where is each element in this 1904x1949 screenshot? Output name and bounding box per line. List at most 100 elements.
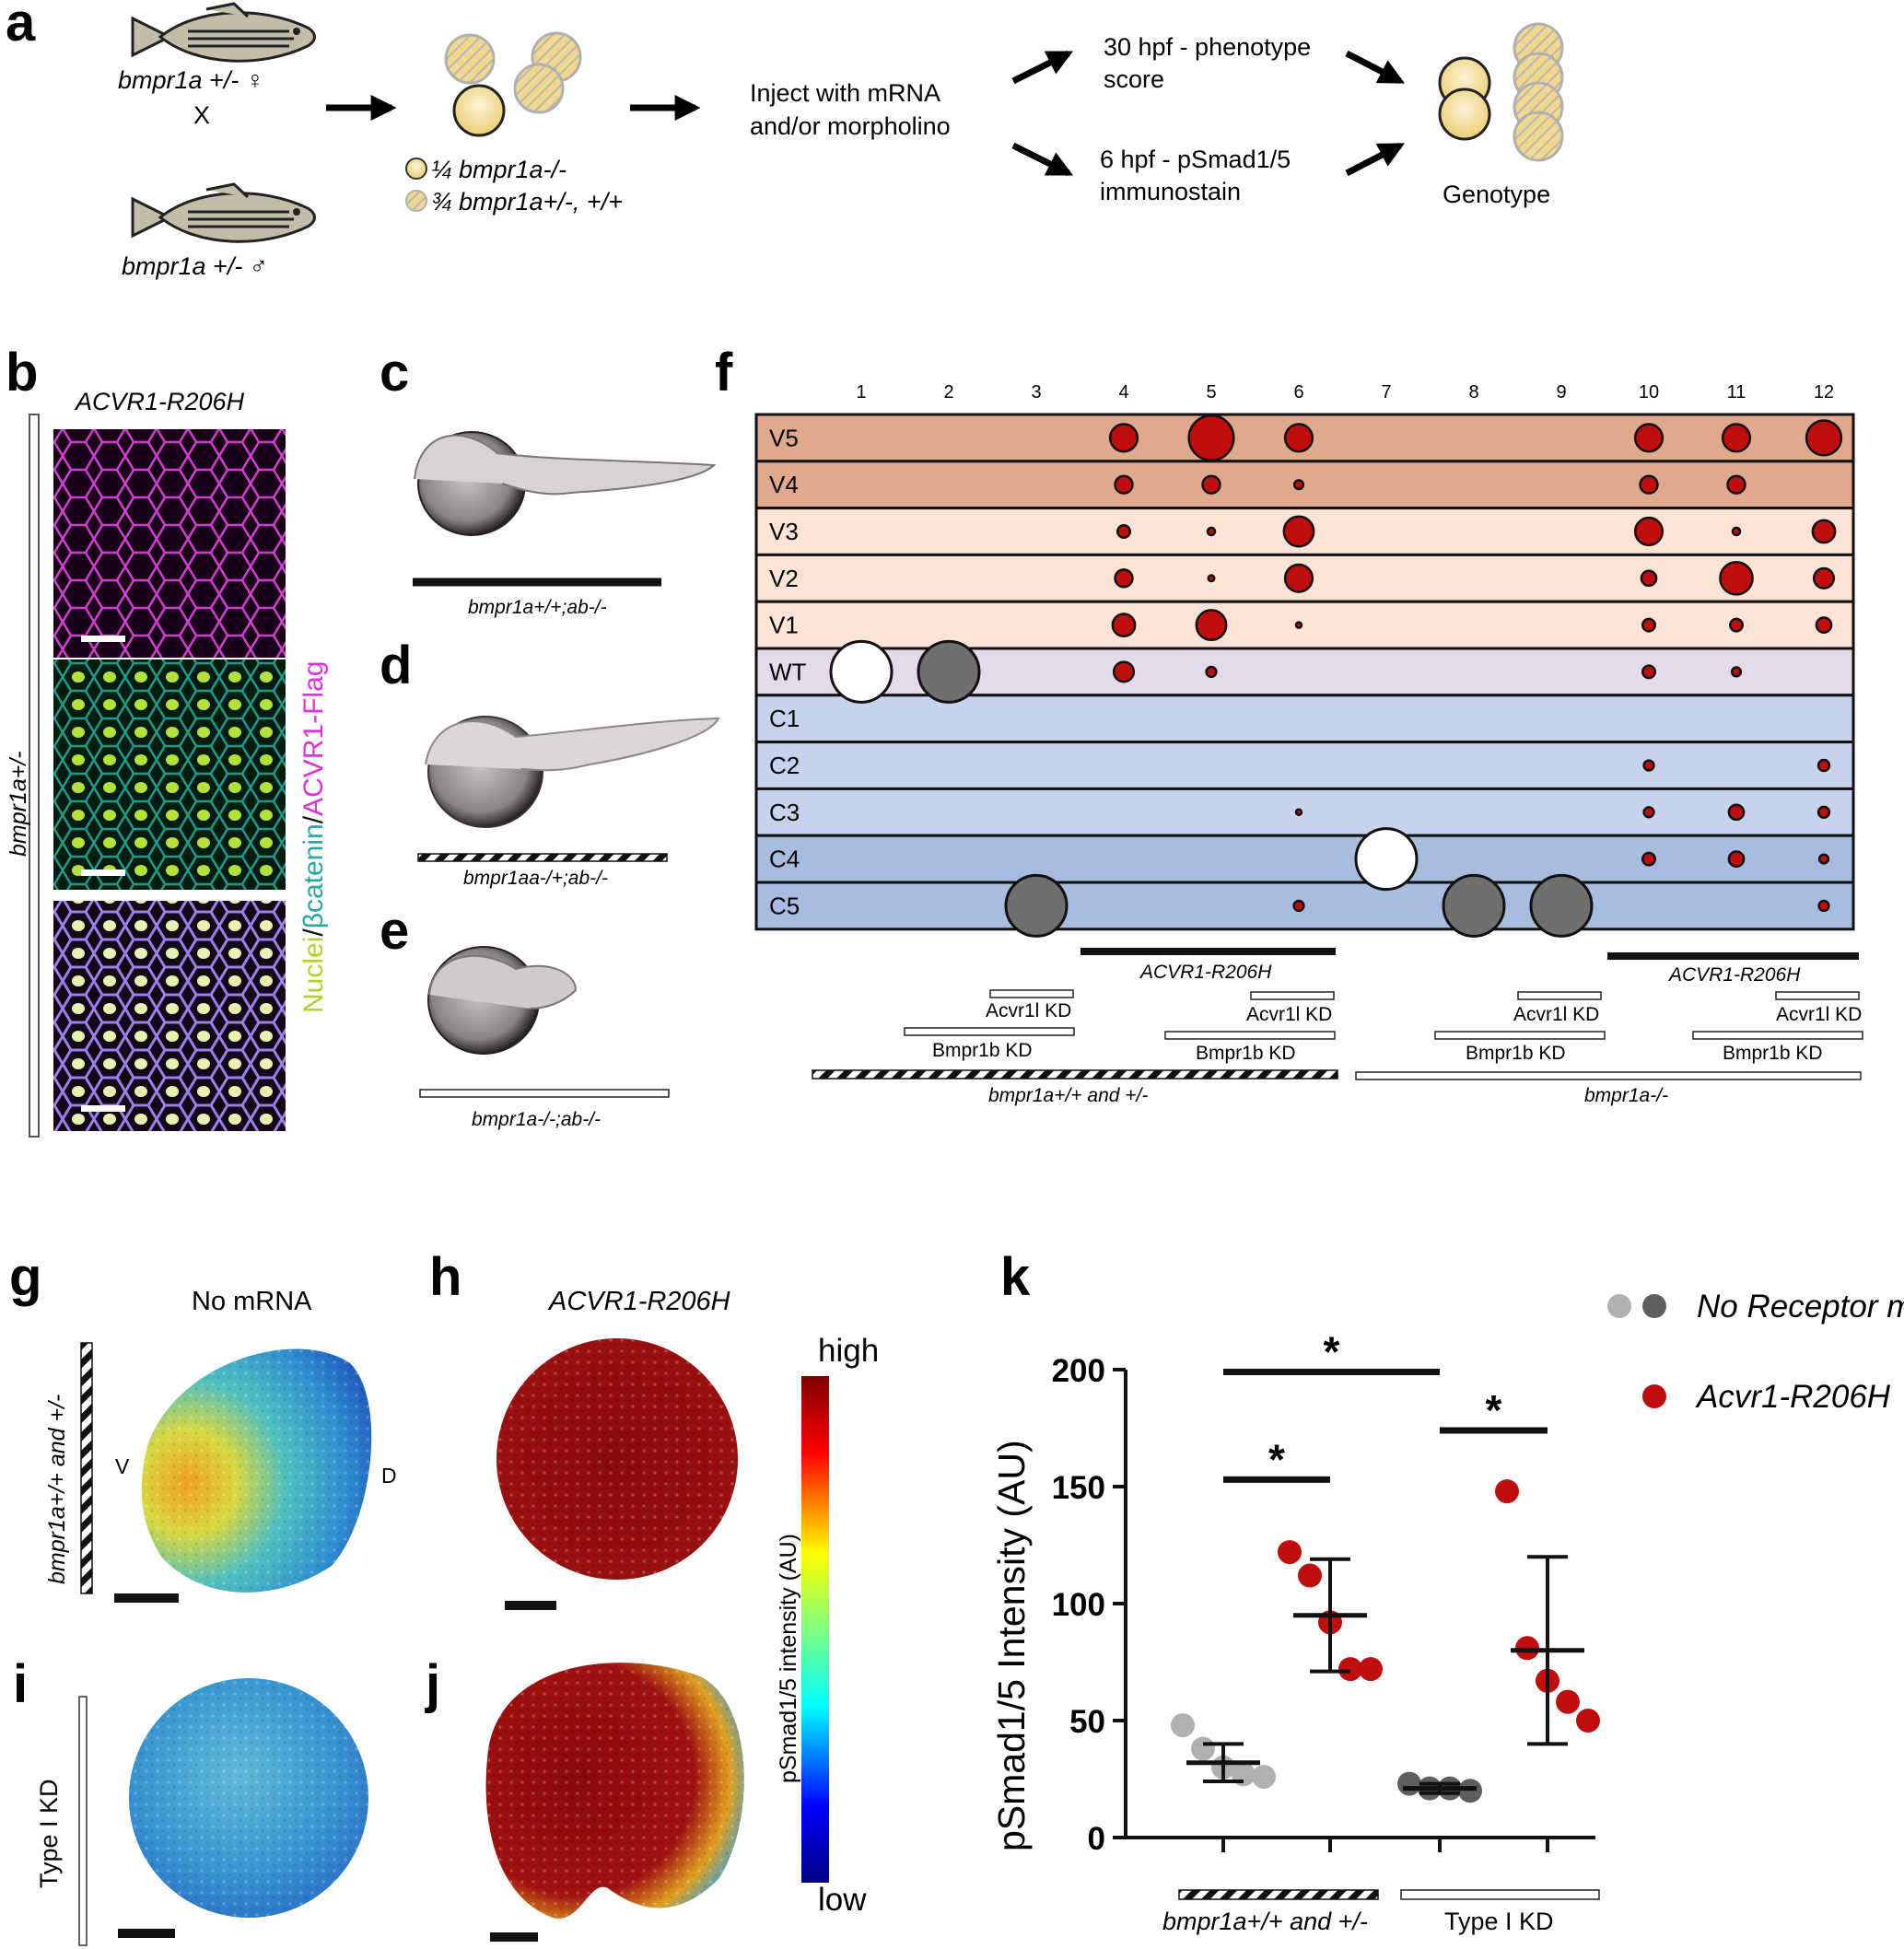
panel-d: bmpr1aa-/+;ab-/- [417, 716, 720, 889]
micrograph-nuclei-catenin [53, 659, 286, 890]
panel-c-genotype: bmpr1a+/+;ab-/- [468, 597, 607, 618]
egg-mutant [452, 84, 506, 137]
male-label: bmpr1a +/- ♂ [122, 252, 268, 280]
column-number: 5 [1206, 382, 1216, 403]
column-number: 10 [1639, 382, 1659, 403]
dot-v5-col12 [1805, 419, 1843, 457]
dot-v2-col6 [1283, 563, 1314, 593]
dot-v3-col5 [1206, 526, 1217, 537]
acvr1l-label: Acvr1l KD [1246, 1004, 1332, 1025]
row-v4 [754, 460, 1855, 510]
k-y-axis: 0 50 100 150 200 [1052, 1353, 1595, 1857]
phenotype-line-2: score [1104, 65, 1164, 93]
dot-c5-col6 [1292, 899, 1305, 913]
acvr-label-left: ACVR1-R206H [1139, 962, 1272, 983]
channel-sep: / [298, 815, 329, 823]
fish-male-icon [131, 182, 316, 243]
dot-v3-col4 [1116, 524, 1131, 539]
genotype-bar-g [80, 1342, 93, 1594]
dot-wt-col11 [1730, 666, 1743, 678]
k-ytick-label: 150 [1052, 1470, 1105, 1506]
k-point [1171, 1713, 1195, 1738]
colorbar: high low pSmad1/5 intensity (AU) [776, 1333, 879, 1918]
k-sig-star: * [1268, 1435, 1285, 1483]
panel-g: No mRNA bmpr1a+/+ and +/- V D [44, 1287, 397, 1603]
bmpr1b-label: Bmpr1b KD [932, 1040, 1033, 1061]
channel-catenin: βcatenin [298, 823, 329, 928]
legend-egg-mutant-icon [405, 158, 427, 180]
acvr1l-bar [1517, 991, 1602, 1000]
arrow-up [1011, 50, 1074, 85]
dot-v5-col5 [1187, 414, 1235, 461]
panel-h-title: ACVR1-R206H [547, 1287, 730, 1316]
channel-legend: Nuclei/βcatenin/ACVR1-Flag [298, 661, 329, 1013]
k-point [1576, 1709, 1600, 1733]
dorsal-label: D [381, 1464, 397, 1488]
dot-c5-col12 [1817, 899, 1830, 913]
embryo-texture [496, 1338, 738, 1580]
dot-v5-col10 [1633, 423, 1665, 453]
dot-c4-col7 [1354, 827, 1419, 892]
colorbar-high: high [818, 1333, 879, 1369]
dot-v4-col6 [1292, 479, 1305, 491]
dot-v3-col10 [1633, 516, 1665, 547]
column-number: 3 [1031, 382, 1041, 403]
embryo-body [428, 954, 578, 1010]
k-group-bar-left [1178, 1889, 1379, 1900]
acvr1l-bar [1775, 991, 1860, 1000]
colorbar-gradient [801, 1376, 829, 1883]
channel-flag: ACVR1-Flag [298, 661, 329, 816]
dot-v3-col6 [1282, 515, 1315, 548]
panel-label-a: a [6, 0, 36, 53]
bmpr1b-label: Bmpr1b KD [1466, 1043, 1566, 1064]
panel-e: bmpr1a-/-;ab-/- [419, 946, 670, 1130]
k-significance: * * * [1223, 1328, 1548, 1483]
genotype-bar-e [419, 1089, 670, 1098]
phenotype-line-1: 30 hpf - phenotype [1104, 33, 1311, 61]
genotype-label-left: bmpr1a+/+ and +/- [988, 1085, 1148, 1106]
dot-v2-col10 [1640, 569, 1658, 588]
column-number: 11 [1727, 382, 1746, 403]
panel-label-h: h [429, 1247, 461, 1307]
immuno-line-1: 6 hpf - pSmad1/5 [1100, 146, 1291, 173]
scale-bar [81, 636, 125, 642]
panel-label-c: c [380, 343, 409, 403]
panel-i: Type I KD [35, 1678, 368, 1946]
panel-e-genotype: bmpr1a-/-;ab-/- [472, 1109, 601, 1130]
panel-i-side-label: Type I KD [35, 1779, 63, 1888]
column-number: 4 [1118, 382, 1128, 403]
dot-v1-col5 [1195, 609, 1228, 642]
scale-bar [114, 1593, 179, 1603]
panel-b-title: ACVR1-R206H [74, 388, 245, 415]
dot-v2-col11 [1719, 561, 1754, 596]
bmpr1b-label: Bmpr1b KD [1196, 1043, 1296, 1064]
embryo-body [425, 717, 720, 772]
scale-bar [118, 1929, 175, 1938]
dot-v5-col4 [1108, 423, 1139, 453]
row-label: C1 [769, 705, 800, 732]
dot-v5-col11 [1721, 423, 1752, 453]
dot-wt-col2 [917, 639, 981, 704]
scale-bar [505, 1601, 556, 1610]
embryo-body [414, 434, 717, 496]
dot-v4-col4 [1114, 474, 1134, 495]
colorbar-label: pSmad1/5 intensity (AU) [776, 1534, 801, 1783]
inject-line-1: Inject with mRNA [750, 79, 940, 107]
dot-v5-col6 [1283, 423, 1314, 453]
dot-c5-col9 [1529, 873, 1594, 938]
panel-label-f: f [715, 343, 733, 403]
panel-label-e: e [380, 901, 409, 961]
row-label: C5 [769, 892, 800, 919]
panel-f-column-numbers: 1 2 3 4 5 6 7 8 9 10 11 12 [856, 382, 1834, 403]
legend-other: ¾ bmpr1a+/-, +/+ [431, 188, 623, 216]
dot-c5-col3 [1004, 873, 1069, 938]
k-ytick-label: 200 [1052, 1353, 1105, 1389]
dot-c3-col12 [1816, 805, 1831, 819]
ventral-label: V [115, 1454, 130, 1478]
k-legend-dot-light [1607, 1294, 1631, 1318]
panel-label-i: i [13, 1654, 28, 1714]
k-point [1458, 1779, 1482, 1803]
genotype-egg-mutant [1438, 88, 1491, 141]
